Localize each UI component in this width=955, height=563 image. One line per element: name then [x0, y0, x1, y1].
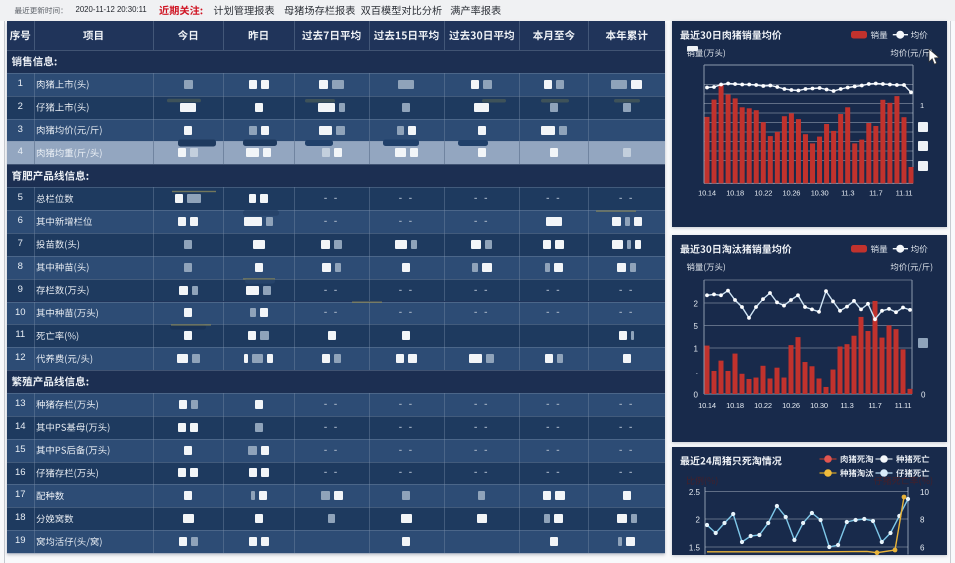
svg-text:5: 5 — [694, 322, 699, 331]
svg-text:10.30: 10.30 — [810, 401, 828, 410]
svg-text:11.7: 11.7 — [869, 189, 882, 198]
svg-text:10.30: 10.30 — [811, 189, 829, 198]
svg-text:11.3: 11.3 — [840, 401, 853, 410]
svg-text:.: . — [696, 367, 698, 376]
svg-text:6: 6 — [920, 544, 925, 553]
svg-text:10.22: 10.22 — [754, 189, 772, 198]
svg-text:10.18: 10.18 — [726, 189, 744, 198]
svg-text:0: 0 — [694, 391, 699, 400]
svg-text:10.14: 10.14 — [698, 189, 716, 198]
svg-text:2.5: 2.5 — [689, 488, 701, 497]
svg-text:8: 8 — [920, 516, 925, 525]
svg-text:10: 10 — [920, 488, 929, 497]
svg-text:1: 1 — [694, 345, 699, 354]
svg-text:11.3: 11.3 — [841, 189, 854, 198]
svg-text:1: 1 — [920, 101, 924, 110]
svg-text:1.5: 1.5 — [689, 544, 701, 553]
svg-text:2: 2 — [694, 300, 699, 309]
svg-text:2: 2 — [696, 516, 701, 525]
svg-text:10.18: 10.18 — [726, 401, 744, 410]
svg-text:10.14: 10.14 — [698, 401, 716, 410]
svg-text:11.11: 11.11 — [895, 401, 912, 410]
svg-text:0: 0 — [921, 391, 926, 400]
svg-text:10.26: 10.26 — [783, 189, 801, 198]
svg-text:10.26: 10.26 — [782, 401, 800, 410]
svg-text:11.7: 11.7 — [868, 401, 881, 410]
svg-text:10.22: 10.22 — [754, 401, 772, 410]
svg-text:11.11: 11.11 — [896, 189, 913, 198]
